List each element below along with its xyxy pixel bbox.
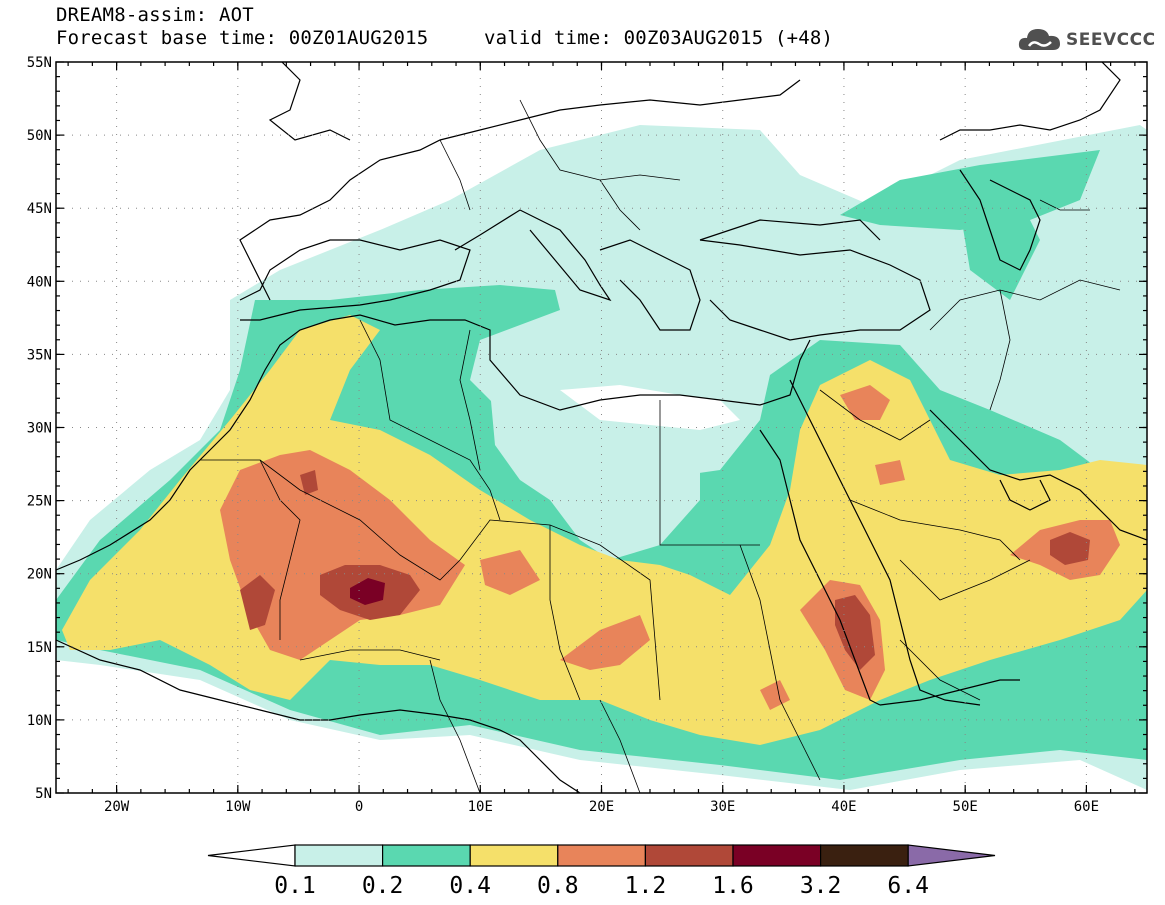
x-tick-label: 60E [1074, 799, 1099, 815]
forecast-base-time: Forecast base time: 00Z01AUG2015 [56, 27, 429, 49]
logo-text: SEEVCCC [1066, 30, 1156, 50]
x-tick-label: 20W [104, 799, 130, 815]
y-tick-label: 45N [27, 201, 52, 217]
colorbar-label: 6.4 [887, 873, 929, 899]
colorbar-segment [732, 844, 822, 867]
colorbar-segment [469, 844, 559, 867]
colorbar-segment [557, 844, 646, 867]
y-tick-label: 30N [27, 421, 52, 437]
colorbar-segment [644, 844, 734, 867]
y-tick-label: 55N [27, 55, 52, 71]
map-title: DREAM8-assim: AOT [56, 4, 254, 26]
colorbar-segment [382, 844, 471, 867]
y-tick-label: 40N [27, 274, 52, 290]
colorbar-label: 0.4 [449, 873, 491, 899]
x-tick-label: 50E [953, 799, 978, 815]
y-tick-label: 15N [27, 640, 52, 656]
cloud-icon [1018, 29, 1060, 50]
y-tick-label: 50N [27, 128, 52, 144]
x-tick-label: 0 [355, 799, 363, 815]
colorbar-segment [819, 844, 909, 867]
x-tick-label: 40E [831, 799, 856, 815]
country-borders [200, 99, 1121, 793]
x-tick-label: 10E [468, 799, 493, 815]
y-tick-label: 25N [27, 494, 52, 510]
colorbar-labels: 0.1 0.2 0.4 0.8 1.2 1.6 3.2 6.4 [274, 873, 929, 899]
seevccc-logo: SEEVCCC [1017, 24, 1156, 56]
colorbar-label: 1.6 [712, 873, 754, 899]
colorbar-label: 3.2 [800, 873, 842, 899]
colorbar-segment [294, 844, 384, 867]
colorbar-label: 0.8 [537, 873, 579, 899]
valid-time: valid time: 00Z03AUG2015 (+48) [484, 27, 834, 49]
colorbar [207, 844, 996, 867]
x-axis-labels: 20W 10W 0 10E 20E 30E 40E 50E 60E [104, 799, 1099, 815]
colorbar-label: 0.1 [274, 873, 316, 899]
y-tick-label: 5N [35, 786, 52, 802]
y-tick-label: 35N [27, 347, 52, 363]
x-tick-label: 20E [589, 799, 614, 815]
y-axis-labels: 55N 50N 45N 40N 35N 30N 25N 20N 15N 10N 5N [27, 55, 52, 802]
y-tick-label: 20N [27, 567, 52, 583]
colorbar-label: 0.2 [362, 873, 404, 899]
x-tick-label: 10W [225, 799, 251, 815]
colorbar-high-arrow [907, 844, 996, 867]
y-tick-label: 10N [27, 713, 52, 729]
colorbar-low-arrow [207, 844, 296, 867]
axis-ticks [56, 61, 1147, 794]
aot-contours [56, 125, 1147, 790]
colorbar-label: 1.2 [625, 873, 667, 899]
x-tick-label: 30E [710, 799, 735, 815]
